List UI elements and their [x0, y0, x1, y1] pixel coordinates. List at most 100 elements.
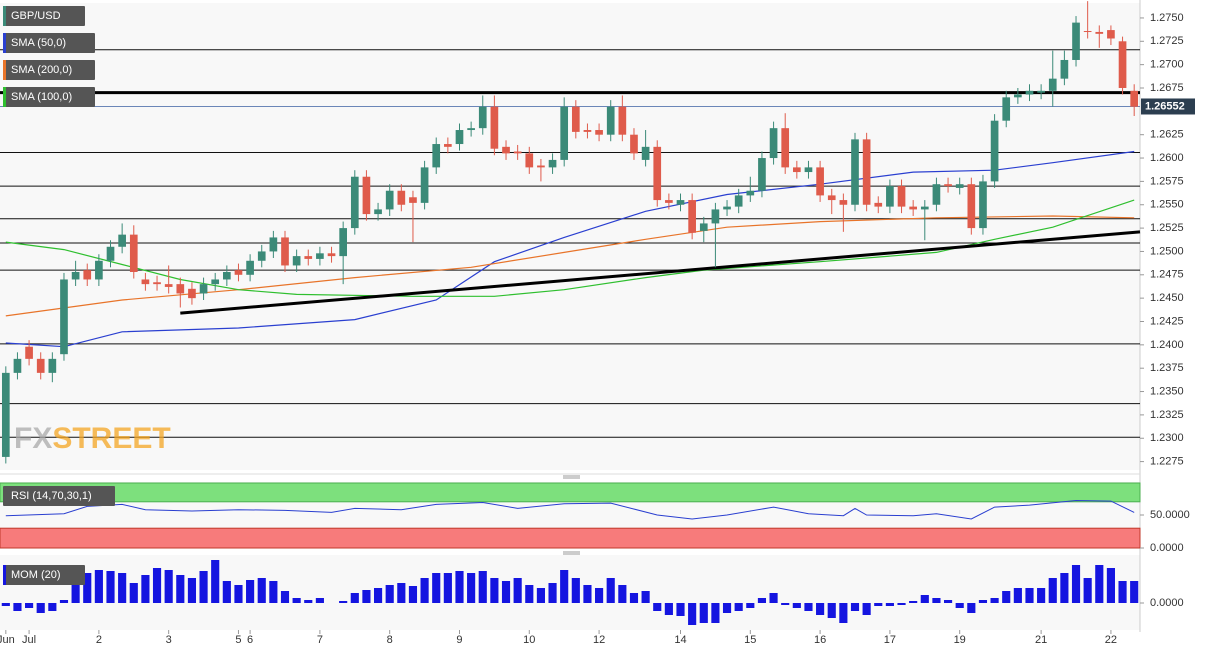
mom-bar: [618, 585, 627, 603]
mom-bar: [1106, 568, 1115, 603]
candle-body: [420, 167, 429, 203]
legend-label: MOM (20): [11, 569, 61, 581]
mom-bar: [560, 570, 569, 603]
candle-body: [327, 253, 336, 257]
mom-bar: [816, 603, 825, 615]
mom-bar: [1025, 588, 1034, 603]
candle-body: [48, 358, 57, 373]
mom-bar: [1060, 573, 1069, 603]
mom-bar: [257, 578, 266, 603]
mom-bar: [990, 598, 999, 603]
legend-swatch: [3, 565, 6, 585]
mom-bar: [874, 603, 883, 606]
legend-swatch: [3, 33, 6, 53]
candle-body: [1025, 90, 1034, 95]
candle-body: [176, 284, 185, 294]
candle-body: [665, 200, 673, 203]
mom-bar: [94, 570, 103, 603]
x-tick-label: 3: [166, 634, 172, 646]
mom-bar: [746, 603, 755, 608]
mom-bar: [362, 590, 371, 603]
candle-body: [781, 128, 790, 168]
mom-bar: [513, 578, 522, 603]
mom-bar: [804, 603, 813, 611]
legend-label: SMA (50,0): [11, 37, 66, 49]
candle-body: [467, 128, 475, 131]
x-tick-label: 14: [674, 634, 686, 646]
y-tick-label: 50.0000: [1150, 509, 1190, 521]
mom-bar: [1118, 581, 1127, 603]
candle-body: [199, 284, 208, 294]
mom-bar: [1048, 578, 1057, 603]
candle-body: [979, 181, 987, 229]
candle-body: [141, 279, 150, 285]
mom-bar: [36, 603, 45, 613]
mom-bar: [490, 578, 499, 603]
candle-body: [164, 284, 173, 287]
mom-bar: [1013, 588, 1022, 603]
candle-body: [1118, 41, 1127, 88]
mom-bar: [152, 568, 162, 603]
candle-body: [222, 271, 231, 280]
legend-box: [3, 60, 95, 80]
y-tick-label: 0.0000: [1150, 542, 1184, 554]
candle-body: [746, 190, 755, 196]
mom-bar: [676, 603, 685, 616]
mom-bar: [118, 573, 127, 603]
candle-body: [874, 202, 883, 207]
legend-label: GBP/USD: [11, 10, 61, 22]
mom-bar: [455, 571, 464, 603]
candle-body: [281, 237, 289, 266]
mom-bar: [641, 591, 650, 603]
mom-bar: [199, 571, 208, 603]
x-tick-label: Jun: [0, 634, 15, 646]
mom-bar: [955, 603, 964, 608]
mom-bar: [1130, 581, 1139, 603]
candle-body: [502, 146, 510, 154]
y-tick-label: 1.2425: [1150, 315, 1184, 327]
candle-body: [816, 167, 824, 196]
candle-body: [1083, 31, 1092, 33]
mom-bar: [827, 603, 836, 618]
candle-body: [1107, 30, 1115, 39]
mom-bar: [1071, 565, 1081, 603]
legend-swatch: [3, 87, 6, 107]
mom-bar: [292, 598, 301, 603]
mom-bar: [653, 603, 662, 611]
candle-body: [106, 246, 115, 261]
mom-bar: [478, 571, 487, 603]
y-tick-label: 1.2350: [1150, 385, 1184, 397]
mom-bar: [932, 598, 941, 603]
legend-box: [3, 33, 95, 53]
mom-bar: [525, 585, 534, 603]
mom-bar: [164, 570, 173, 603]
legend-label: SMA (200,0): [11, 64, 72, 76]
y-tick-label: 1.2275: [1150, 456, 1184, 468]
candle-body: [571, 106, 580, 132]
mom-bar: [978, 600, 988, 603]
candle-body: [1130, 90, 1139, 107]
candle-body: [397, 190, 406, 205]
mom-bar: [420, 578, 429, 603]
candle-body: [758, 158, 766, 191]
candle-body: [886, 186, 894, 207]
mom-bar: [536, 588, 545, 603]
candle-body: [60, 279, 68, 355]
candle-body: [1048, 78, 1057, 91]
y-tick-label: 0.0000: [1150, 597, 1184, 609]
mom-bar: [1, 603, 10, 606]
mom-bar: [792, 603, 801, 608]
mom-bar: [397, 583, 406, 603]
candle-body: [304, 256, 313, 259]
candle-body: [606, 106, 615, 135]
candle-body: [409, 197, 417, 203]
mom-bar: [850, 603, 860, 611]
mom-bar: [59, 600, 69, 603]
x-tick-label: 2: [96, 634, 102, 646]
watermark: FXSTREET: [14, 422, 171, 455]
x-tick-label: 5: [235, 634, 241, 646]
candle-body: [792, 167, 801, 173]
candle-body: [711, 209, 720, 224]
y-tick-label: 1.2525: [1150, 222, 1184, 234]
watermark-part: STREET: [52, 422, 170, 455]
